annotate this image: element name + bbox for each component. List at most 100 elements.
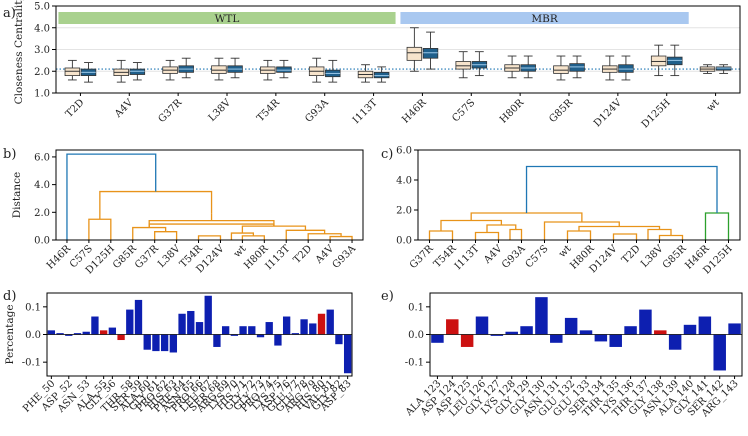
d-bar-pro_74 — [265, 322, 273, 335]
e-bar-asn_131 — [550, 334, 563, 343]
e-bar-gly_138 — [654, 330, 667, 335]
d-bar-asp_52 — [65, 334, 73, 336]
b-link-0 — [154, 231, 178, 240]
d-bar-lys_75 — [274, 334, 282, 346]
c-ytick-label: 0.0 — [396, 236, 412, 247]
c-leaf-label-g37r: G37R — [408, 243, 436, 271]
e-ytick-label: 0.0 — [408, 330, 424, 341]
c-leaf-label-i113t: I113T — [453, 243, 482, 272]
d-bar-cys_57 — [117, 334, 125, 341]
e-panel-label: e) — [381, 289, 394, 304]
a-xtick-label-g37r: G37R — [157, 97, 185, 125]
a-box-d125h-1 — [650, 55, 667, 67]
b-leaf-label-g93a: G93A — [331, 243, 359, 271]
d-bar-thr_58 — [126, 309, 134, 335]
a-box-g85r-1 — [553, 65, 569, 74]
a-ytick-label: 1.0 — [34, 89, 50, 100]
d-bar-glu_77 — [291, 333, 300, 335]
b-leaf-label-wt: wt — [232, 243, 249, 260]
a-box-d125h-2 — [667, 56, 683, 66]
e-bar-thr_137 — [639, 309, 652, 335]
e-bar-asp_124 — [446, 319, 459, 335]
b-link-7 — [241, 225, 307, 234]
e-ytick-label: -0.1 — [405, 358, 424, 369]
b-leaf-label-l38v: L38V — [156, 243, 183, 270]
d-bar-gly_51 — [56, 333, 64, 335]
b-leaf-label-g85r: G85R — [111, 243, 139, 271]
a-panel-label: a) — [3, 6, 16, 21]
d-bar-gly_61 — [152, 334, 160, 352]
c-link-6 — [612, 233, 638, 240]
a-xtick-label-i113t: I113T — [351, 97, 380, 126]
b-y-axis-title: Distance — [11, 172, 23, 219]
a-box-g85r-2 — [569, 63, 585, 72]
d-bar-arg_79 — [309, 323, 317, 335]
d-ytick-label: -0.1 — [22, 358, 41, 369]
e-bar-ala_140 — [683, 324, 697, 335]
e-bar-arg_143 — [728, 323, 741, 335]
b-link-5 — [285, 229, 326, 240]
panel-a-boxplot: WTL MBR 1.0 2.0 3.0 4.0 5.0 T2D A4V G37R L38V T54R G… — [3, 0, 741, 130]
d-bar-phe_64 — [178, 313, 186, 335]
d-bar-val_81 — [326, 309, 334, 335]
e-bar-lys_136 — [624, 326, 637, 335]
c-leaf-label-c57s: C57S — [524, 243, 551, 270]
b-leaf-label-t2d: T2D — [292, 243, 315, 266]
c-link-4 — [440, 219, 503, 231]
a-ytick-label: 5.0 — [34, 2, 50, 13]
b-frame — [55, 149, 364, 241]
b-link-1 — [197, 235, 222, 240]
e-bar-ser_134 — [594, 334, 608, 342]
a-box-d124v-2 — [618, 64, 634, 73]
a-box-a4v-2 — [129, 68, 146, 75]
e-bar-glu_132 — [564, 317, 578, 335]
d-panel-label: d) — [3, 289, 16, 304]
a-xtick-label-d125h: D125H — [640, 97, 673, 130]
d-bar-pro_62 — [160, 334, 169, 352]
a-xtick-label-a4v: A4V — [112, 97, 136, 121]
d-bar-lys_70 — [230, 334, 239, 336]
b-link-2 — [241, 235, 265, 240]
c-link-2 — [509, 228, 523, 240]
d-bar-leu_67 — [204, 295, 212, 335]
panel-b-dendrogram: 0.02.04.06.0H46RC57SD125HG85RG37RL38VT54… — [3, 147, 364, 276]
a-xtick-label-g85r: G85R — [547, 97, 575, 125]
e-bar-gly_127 — [490, 334, 504, 336]
d-bar-ser_68 — [213, 334, 221, 347]
c-link-1 — [474, 231, 500, 240]
d-bar-thr_54 — [91, 316, 99, 335]
b-leaf-label-h46r: H46R — [45, 243, 74, 272]
b-ytick-label: 6.0 — [34, 152, 50, 163]
a-y-axis-title: Closeness Centrality — [13, 0, 25, 104]
c-ytick-label: 2.0 — [396, 206, 412, 217]
b-panel-label: b) — [3, 147, 16, 162]
d-bar-gly_82 — [335, 334, 343, 345]
b-link-8 — [132, 226, 167, 240]
b-ytick-label: 4.0 — [34, 180, 50, 191]
panel-d-bar-chart: -0.10.00.1PHE_50ASP_52ASN_53ALA_55GLY_56… — [3, 289, 354, 415]
a-group-label-mbr: MBR — [531, 13, 558, 25]
a-box-l38v-1 — [211, 65, 227, 74]
a-group-band-wtl — [58, 12, 396, 24]
e-bar-gly_129 — [520, 326, 533, 335]
b-leaf-label-g37r: G37R — [133, 243, 161, 271]
e-ytick-label: 0.1 — [408, 302, 424, 313]
d-ytick-label: 0.1 — [25, 302, 41, 313]
d-bar-his_71 — [239, 326, 247, 335]
e-bar-glu_133 — [579, 330, 593, 335]
e-bar-asp_125 — [460, 334, 474, 347]
d-bar-his_63 — [169, 334, 178, 353]
c-link-5 — [566, 230, 592, 240]
d-bar-arg_69 — [221, 326, 230, 335]
d-bar-asp_83 — [343, 334, 352, 374]
b-leaf-label-i113t: I113T — [264, 243, 293, 272]
a-xtick-label-h46r: H46R — [400, 97, 429, 126]
e-bar-gly_130 — [535, 297, 548, 335]
a-box-t54r-2 — [276, 66, 292, 73]
a-group-label-wtl: WTL — [215, 13, 240, 25]
a-ytick-label: 3.0 — [34, 45, 50, 56]
a-ytick-label: 4.0 — [34, 23, 50, 34]
d-bar-ser_59 — [134, 299, 143, 335]
c-link-3 — [486, 224, 517, 233]
